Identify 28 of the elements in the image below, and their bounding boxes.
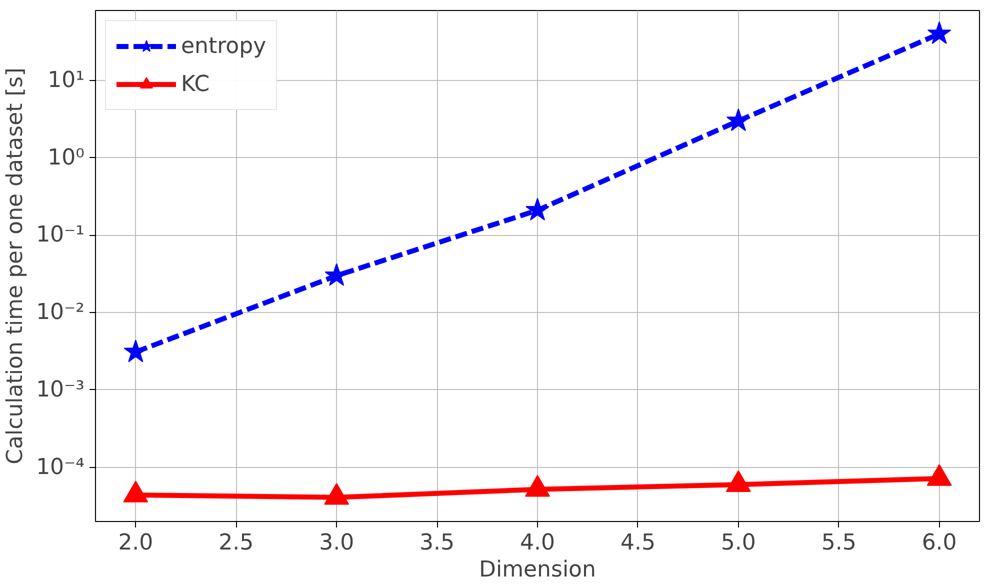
y-tick-label: 10⁻³ (36, 378, 85, 402)
y-tick-label: 10¹ (48, 68, 85, 93)
x-tick-label: 4.0 (520, 530, 556, 556)
y-tick-label: 10⁰ (48, 145, 85, 170)
point (124, 339, 148, 362)
x-axis-title: Dimension (479, 558, 596, 582)
point (123, 480, 148, 502)
x-tick-label: 3.5 (420, 530, 455, 556)
x-tick-label: 2.5 (218, 530, 254, 556)
x-tick-label: 4.5 (620, 530, 656, 556)
point (526, 198, 550, 220)
point (927, 21, 952, 44)
point (926, 464, 952, 486)
x-tick-label: 3.0 (319, 530, 354, 556)
point (726, 470, 751, 492)
y-axis-title: Calculation time per one dataset [s] (3, 68, 28, 464)
point (324, 483, 350, 505)
legend-label: KC (181, 72, 210, 96)
x-tick-label: 5.5 (821, 530, 856, 556)
y-tick-label: 10⁻² (36, 300, 85, 326)
x-tick-label: 5.0 (720, 530, 756, 556)
point (726, 108, 750, 132)
point (525, 475, 550, 497)
x-tick-label: 6.0 (922, 530, 957, 556)
legend-label: entropy (181, 34, 266, 58)
y-tick-label: 10⁻⁴ (36, 454, 85, 480)
y-tick-label: 10⁻¹ (36, 222, 85, 248)
x-tick-label: 2.0 (118, 530, 154, 556)
